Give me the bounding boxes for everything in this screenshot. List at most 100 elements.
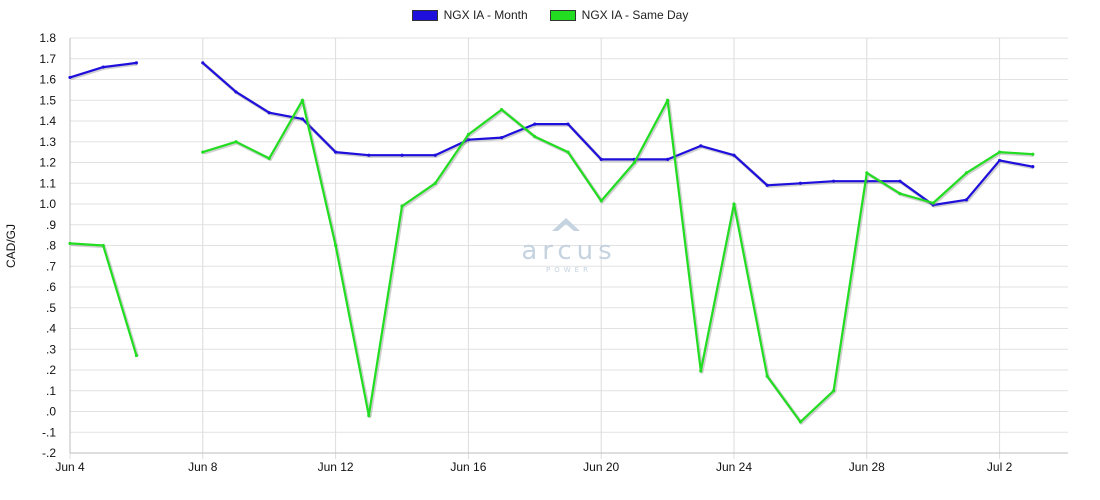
series-lines (68, 61, 1035, 425)
y-tick-label: .7 (46, 259, 56, 273)
y-tick-label: 1.1 (39, 176, 56, 190)
data-point-month (898, 179, 902, 183)
data-point-month (798, 181, 803, 185)
y-tick-label: 1.4 (39, 114, 56, 128)
y-tick-label: .6 (46, 280, 56, 294)
chart-legend: NGX IA - Month NGX IA - Same Day (0, 6, 1100, 24)
y-tick-label: .5 (46, 301, 56, 315)
data-point-same-day (134, 353, 138, 358)
legend-label-same-day: NGX IA - Same Day (581, 8, 689, 22)
x-tick-label: Jun 12 (318, 460, 354, 474)
data-point-same-day (931, 201, 935, 205)
y-tick-label: .3 (46, 342, 56, 356)
data-point-same-day (500, 107, 504, 112)
data-point-month (599, 157, 603, 161)
watermark-tagline: POWER (546, 266, 592, 274)
y-tick-label: -.2 (42, 446, 56, 460)
data-point-month (68, 75, 72, 80)
axes: -.2 -.1 .0 .1 .2 .3 .4 .5 .6 .7 .8 .9 1.0 1.1 1.2 1.3 1.… (39, 31, 1068, 474)
x-tick-label: Jun 28 (849, 460, 885, 474)
data-point-same-day (367, 414, 371, 418)
y-tick-label: 1.6 (39, 73, 56, 87)
y-tick-label: 1.3 (39, 135, 56, 149)
x-tick-label: Jun 24 (716, 460, 752, 474)
data-point-same-day (334, 243, 338, 248)
x-tick-label: Jun 20 (583, 460, 619, 474)
data-point-same-day (101, 243, 105, 248)
data-point-month (699, 144, 703, 148)
x-tick-label: Jul 2 (987, 460, 1013, 474)
data-point-same-day (599, 199, 603, 203)
data-point-same-day (699, 369, 703, 373)
data-point-same-day (466, 132, 470, 137)
data-point-month (201, 61, 205, 65)
data-point-month (433, 153, 437, 157)
legend-swatch-month (411, 9, 438, 21)
data-point-same-day (533, 134, 537, 139)
data-point-month (1031, 165, 1035, 169)
data-point-same-day (400, 204, 404, 208)
data-point-month (765, 183, 769, 187)
data-point-same-day (433, 181, 437, 185)
data-point-same-day (68, 241, 72, 246)
y-tick-label: 1.0 (39, 197, 56, 211)
data-point-month (732, 153, 736, 157)
data-point-month (300, 117, 304, 121)
x-tick-label: Jun 16 (450, 460, 486, 474)
data-point-month (533, 122, 537, 126)
legend-item-same-day[interactable]: NGX IA - Same Day (549, 6, 689, 24)
data-point-same-day (865, 171, 869, 175)
data-point-same-day (898, 192, 902, 196)
y-tick-label: .8 (46, 239, 56, 253)
data-point-month (234, 90, 238, 94)
data-point-same-day (632, 160, 637, 165)
series-line-shadow (70, 242, 140, 357)
data-point-same-day (300, 98, 304, 102)
y-tick-label: .1 (46, 384, 56, 398)
data-point-same-day (832, 389, 836, 393)
y-tick-label: 1.8 (39, 31, 56, 45)
data-point-same-day (267, 156, 271, 160)
data-point-same-day (732, 202, 736, 206)
data-point-same-day (234, 140, 238, 144)
legend-label-month: NGX IA - Month (443, 8, 528, 22)
data-point-month (267, 111, 271, 115)
x-tick-label: Jun 4 (55, 460, 85, 474)
y-tick-label: .4 (46, 322, 56, 336)
data-point-month (466, 138, 470, 142)
data-point-month (666, 157, 670, 161)
y-tick-label: .9 (46, 218, 56, 232)
data-point-month (400, 153, 404, 157)
y-tick-label: 1.2 (39, 156, 56, 170)
data-point-same-day (964, 171, 969, 175)
data-point-month (134, 61, 138, 65)
series-line-same-day (69, 242, 138, 356)
data-point-same-day (566, 150, 570, 154)
y-tick-label: 1.7 (39, 52, 56, 66)
series-line-shadow (203, 99, 1034, 425)
series-line-month (202, 62, 1034, 207)
data-point-same-day (798, 420, 803, 424)
data-point-month (367, 153, 371, 157)
watermark-logo: arcus POWER (521, 218, 616, 274)
data-point-month (998, 158, 1002, 163)
data-point-same-day (666, 98, 670, 102)
data-point-month (334, 150, 338, 154)
y-tick-label: .0 (46, 405, 56, 419)
data-point-same-day (998, 150, 1002, 154)
data-point-same-day (201, 150, 205, 154)
data-point-month (964, 198, 969, 202)
data-point-same-day (1031, 152, 1035, 156)
data-point-month (566, 122, 570, 126)
x-tick-label: Jun 8 (188, 460, 218, 474)
data-point-month (101, 65, 105, 69)
legend-item-month[interactable]: NGX IA - Month (411, 6, 528, 24)
y-axis-title: CAD/GJ (4, 224, 18, 268)
data-point-month (500, 136, 504, 140)
watermark-mountain-icon (552, 218, 580, 231)
watermark-brand: arcus (521, 236, 616, 266)
y-tick-label: .2 (46, 363, 56, 377)
data-point-same-day (765, 374, 769, 378)
data-point-month (832, 179, 836, 183)
y-tick-label: -.1 (42, 425, 56, 439)
